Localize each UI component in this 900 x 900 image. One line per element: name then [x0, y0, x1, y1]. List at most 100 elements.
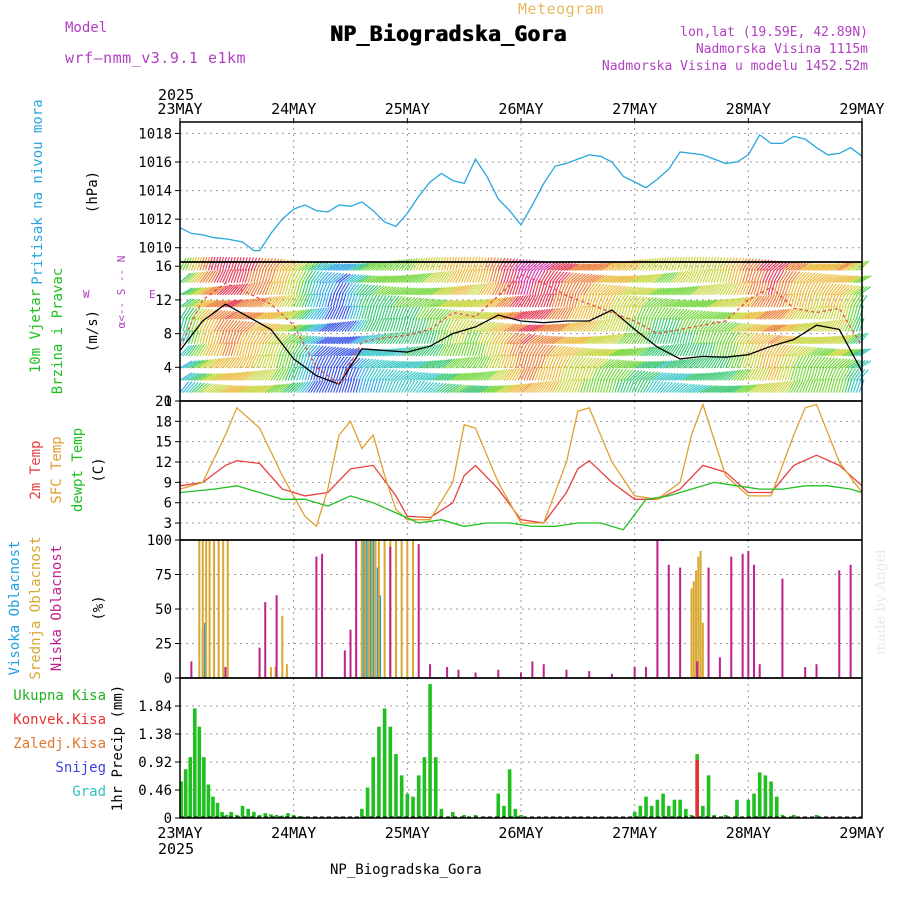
wind-barb: [710, 283, 721, 296]
wind-barb: [756, 310, 769, 320]
wind-barb: [793, 271, 804, 284]
wind-wind-speed-line: [179, 303, 863, 385]
wind-barb: [463, 284, 475, 296]
wind-barb: [318, 307, 328, 320]
wind-barb: [438, 256, 444, 271]
wind-barb: [744, 368, 754, 381]
wind-barb: [659, 307, 669, 320]
wind-barb: [597, 275, 611, 284]
y-tick-label: 1.84: [138, 699, 172, 715]
wind-barb: [398, 287, 412, 296]
wind-barb: [216, 342, 223, 357]
wind-barb: [787, 293, 794, 308]
wind-barb: [435, 308, 446, 320]
wind-barb: [460, 356, 471, 369]
wind-barb: [563, 336, 577, 345]
wind-barb: [725, 297, 737, 308]
wind-barb: [224, 256, 230, 271]
wind-barb: [247, 370, 259, 381]
cloud-niska-oblacnost-bar: [457, 669, 460, 678]
wind-barb: [293, 334, 306, 345]
wind-barb: [690, 256, 696, 271]
wind-barb: [358, 334, 371, 345]
wind-barb: [583, 348, 596, 357]
wind-barb: [747, 295, 758, 308]
wind-barb: [563, 346, 575, 357]
wind-barb: [435, 330, 441, 344]
wind-barb: [776, 261, 789, 271]
wind-barb: [296, 309, 308, 320]
cloud-niska-oblacnost-bar: [446, 666, 449, 678]
cloud-srednja-oblacnost-bar: [217, 540, 220, 678]
wind-barb: [526, 294, 534, 308]
wind-barb: [193, 286, 207, 296]
wind-barb: [523, 294, 532, 308]
wind-barb: [847, 294, 855, 308]
wind-barb: [852, 318, 860, 332]
wind-barb: [753, 269, 760, 283]
wind-barb: [210, 330, 216, 344]
wind-barb: [225, 372, 238, 381]
wind-barb: [833, 262, 846, 271]
wind-barb: [850, 275, 864, 284]
cloud-srednja-oblacnost-bar: [690, 588, 693, 678]
wind-barb: [625, 360, 639, 369]
wind-barb: [841, 334, 854, 345]
wind-barb: [423, 317, 430, 332]
wind-barb: [366, 378, 373, 393]
wind-barb: [844, 294, 852, 308]
precip-ukupna-kisa-bar: [451, 811, 455, 818]
pressure-series-line: [179, 133, 863, 252]
wind-barb: [222, 372, 235, 381]
wind-barb: [688, 384, 701, 394]
wind-barb: [461, 384, 474, 394]
top-date-label: 26MAY: [498, 100, 543, 118]
temp-ylabel-sfc: SFC Temp: [49, 436, 65, 503]
wind-barb: [673, 330, 679, 344]
wind-barb: [426, 330, 433, 344]
wind-barb: [642, 287, 656, 296]
wind-barb: [597, 378, 603, 393]
wind-barb: [273, 258, 283, 271]
wind-barb: [659, 272, 671, 284]
meteogram-label: Meteogram: [518, 0, 604, 18]
wind-barb: [395, 287, 409, 296]
wind-barb: [216, 310, 229, 320]
wind-barb: [517, 269, 524, 283]
wind-barb: [764, 354, 770, 369]
wind-barb: [494, 331, 504, 345]
wind-barb: [730, 369, 742, 381]
wind-barb: [662, 360, 676, 369]
wind-barb: [341, 336, 355, 345]
wind-barb: [463, 342, 470, 357]
wind-barb: [233, 299, 247, 308]
wind-barb: [324, 272, 336, 284]
wind-barb: [494, 281, 502, 296]
wind-barb: [313, 307, 323, 320]
wind-barb: [486, 269, 492, 283]
wind-barb: [591, 274, 605, 284]
wind-barb: [344, 379, 350, 393]
wind-barb: [361, 378, 367, 393]
cloud-unit-label: (%): [91, 595, 107, 620]
wind-barb: [389, 295, 400, 308]
wind-barb: [577, 293, 583, 308]
wind-barb: [571, 263, 585, 271]
wind-barb: [256, 281, 264, 296]
wind-barb: [611, 318, 619, 332]
wind-barb: [688, 318, 696, 332]
wind-barb: [585, 293, 592, 308]
wind-barb: [267, 354, 273, 369]
wind-barb: [517, 342, 525, 357]
wind-barb: [540, 323, 554, 333]
wind-barb: [651, 360, 665, 369]
wind-barb: [406, 380, 416, 393]
cloud-visoka-oblacnost-bar: [365, 540, 368, 678]
wind-barb: [654, 360, 667, 369]
wind-barb: [299, 324, 312, 333]
wind-barb: [673, 343, 683, 357]
wind-barb: [472, 371, 485, 381]
wind-barb: [568, 272, 581, 284]
wind-barb: [631, 331, 641, 345]
wind-barb: [639, 317, 645, 332]
